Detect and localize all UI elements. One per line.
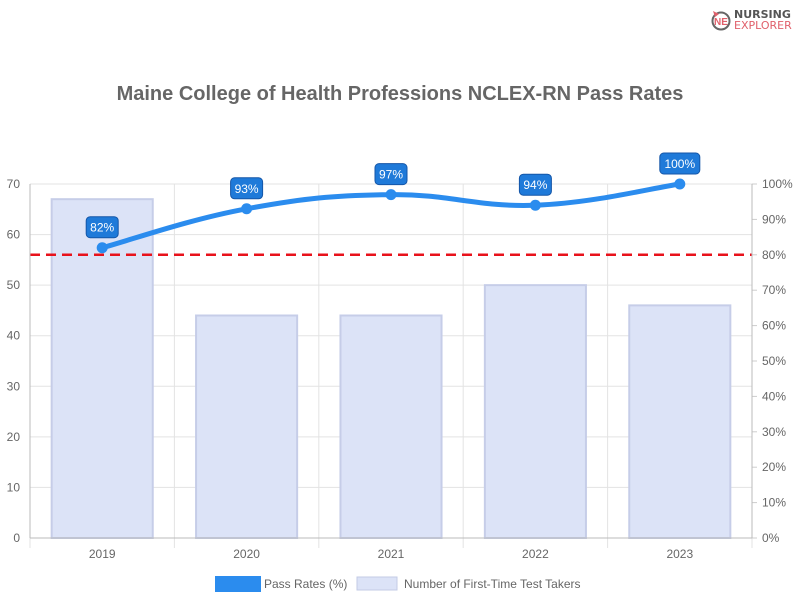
y-right-tick-label: 90% (762, 212, 786, 226)
logo-line2: EXPLORER (734, 19, 792, 32)
y-right-tick-label: 60% (762, 319, 786, 333)
legend-label-test-takers[interactable]: Number of First-Time Test Takers (404, 577, 580, 591)
data-label: 82% (90, 221, 114, 235)
logo-line1: NURSING (734, 8, 791, 21)
y-right-tick-label: 40% (762, 389, 786, 403)
legend: Pass Rates (%) Number of First-Time Test… (215, 576, 580, 592)
y-right-tick-label: 10% (762, 496, 786, 510)
data-label: 97% (379, 168, 403, 182)
pass-rate-point-2019 (96, 242, 108, 254)
y-right-tick-label: 80% (762, 248, 786, 262)
bar-2021 (339, 314, 443, 539)
y-left-tick-label: 50 (7, 278, 21, 292)
data-label-box (659, 152, 701, 175)
data-label: 100% (664, 157, 695, 171)
data-label: 94% (523, 178, 547, 192)
pass-rate-point-2020 (241, 203, 253, 215)
data-label-box (85, 216, 119, 239)
pass-rate-point-2021 (385, 189, 397, 201)
legend-swatch-pass-rates[interactable] (215, 576, 261, 592)
y-left-tick-label: 10 (7, 480, 21, 494)
y-right-tick-label: 50% (762, 354, 786, 368)
y-right-tick-label: 70% (762, 283, 786, 297)
data-label: 93% (235, 182, 259, 196)
y-left-tick-label: 0 (13, 531, 20, 545)
x-tick-label: 2021 (378, 547, 405, 561)
nursing-explorer-logo: NE NURSING EXPLORER (711, 9, 792, 31)
data-label-box (374, 163, 408, 186)
data-label-box (518, 173, 552, 196)
x-tick-label: 2022 (522, 547, 549, 561)
y-right-tick-label: 30% (762, 425, 786, 439)
legend-swatch-test-takers[interactable] (356, 576, 398, 591)
y-left-tick-label: 20 (7, 430, 21, 444)
y-left-tick-label: 40 (7, 329, 21, 343)
bar-2022 (483, 284, 587, 539)
x-tick-label: 2020 (233, 547, 260, 561)
pass-rate-point-2022 (529, 199, 541, 211)
y-left-tick-label: 60 (7, 228, 21, 242)
chart-title: Maine College of Health Professions NCLE… (117, 83, 684, 105)
y-left-tick-label: 30 (7, 379, 21, 393)
y-right-tick-label: 100% (762, 177, 793, 191)
logo-mark-icon: NE (711, 11, 731, 31)
pass-rate-point-2023 (674, 178, 686, 190)
svg-text:NE: NE (714, 17, 728, 28)
x-tick-label: 2019 (89, 547, 116, 561)
y-right-tick-label: 20% (762, 460, 786, 474)
x-tick-label: 2023 (666, 547, 693, 561)
y-left-tick-label: 70 (7, 177, 21, 191)
bar-2020 (195, 314, 299, 539)
bar-2023 (628, 304, 732, 539)
legend-label-pass-rates[interactable]: Pass Rates (%) (264, 577, 347, 591)
data-label-box (230, 177, 264, 200)
y-right-tick-label: 0% (762, 531, 780, 545)
